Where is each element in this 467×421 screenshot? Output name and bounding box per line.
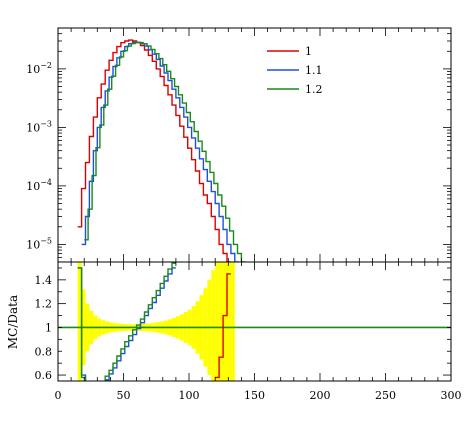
- main-y-axis: 10−5 10−4 10−3 10−2: [26, 27, 451, 258]
- legend-entry-1: 1: [267, 45, 312, 58]
- legend-label-1-2: 1.2: [305, 83, 323, 96]
- main-series-line-1-2: [84, 41, 246, 262]
- ratio-y-axis-label: MC/Data: [6, 295, 20, 349]
- legend-entry-1-2: 1.2: [267, 83, 323, 96]
- main-plot-panel: 10−5 10−4 10−3 10−2 1 1.1 1.2: [26, 27, 452, 263]
- legend-entry-1-1: 1.1: [267, 64, 323, 77]
- x-tick-label: 150: [244, 389, 265, 402]
- ratio-y-tick-label: 1.4: [35, 274, 53, 287]
- x-tick-label: 200: [310, 389, 331, 402]
- uncertainty-band-bin: [219, 262, 224, 381]
- x-tick-label: 250: [375, 389, 396, 402]
- uncertainty-band-bin: [215, 262, 220, 381]
- legend-label-1: 1: [305, 45, 312, 58]
- ratio-plot-panel: 0.6 0.8 1 1.2 1.4 0 50 100 150 200 250 300 MC/Data: [6, 261, 462, 402]
- main-series-layer: [77, 39, 246, 262]
- ratio-series-line-1: [215, 273, 231, 379]
- x-tick-label: 100: [179, 389, 200, 402]
- x-tick-label: 50: [117, 389, 131, 402]
- main-series-line-1-1: [81, 41, 239, 262]
- uncertainty-band-bin: [230, 262, 235, 381]
- ratio-y-tick-label: 0.6: [35, 369, 53, 382]
- ratio-x-axis: 0 50 100 150 200 250 300: [55, 262, 462, 402]
- ratio-series-line-1-2: [77, 262, 176, 381]
- uncertainty-band-bin: [223, 262, 227, 381]
- uncertainty-band-bin: [211, 270, 216, 381]
- legend-label-1-1: 1.1: [305, 64, 323, 77]
- legend: 1 1.1 1.2: [267, 45, 323, 96]
- main-x-axis-ticks: [57, 28, 452, 262]
- ratio-series-layer: [77, 262, 231, 381]
- ratio-y-tick-label: 0.8: [35, 345, 53, 358]
- x-tick-label: 0: [55, 389, 62, 402]
- ratio-series-line-1-1: [77, 267, 176, 381]
- main-y-tick-label: 10−4: [26, 178, 52, 193]
- uncertainty-band-bin: [226, 262, 231, 381]
- main-y-tick-label: 10−5: [26, 236, 52, 251]
- main-y-tick-label: 10−2: [26, 61, 52, 76]
- x-tick-label: 300: [441, 389, 462, 402]
- ratio-y-tick-label: 1: [45, 321, 52, 334]
- main-series-line-1: [77, 39, 231, 262]
- main-y-tick-label: 10−3: [26, 119, 52, 134]
- uncertainty-band-bin: [77, 262, 82, 381]
- ratio-y-axis: 0.6 0.8 1 1.2 1.4: [35, 267, 451, 382]
- ratio-y-tick-label: 1.2: [35, 298, 53, 311]
